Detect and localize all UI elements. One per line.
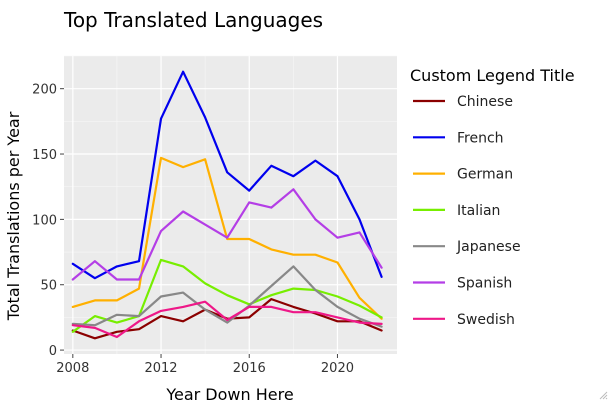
y-tick-label: 50 <box>40 279 57 294</box>
legend-title: Custom Legend Title <box>410 66 575 85</box>
y-tick-label: 0 <box>49 344 57 359</box>
series-line-italian[interactable] <box>71 258 383 333</box>
legend-label: Chinese <box>457 94 513 110</box>
y-axis-title: Total Translations per Year <box>4 111 23 321</box>
series-line-japanese[interactable] <box>71 265 383 328</box>
x-tick-label: 2008 <box>56 361 89 376</box>
x-axis-title: Year Down Here <box>165 385 293 403</box>
legend-item-spanish[interactable]: Spanish <box>413 276 512 292</box>
legend-item-japanese[interactable]: Japanese <box>413 239 521 255</box>
series-line-swedish[interactable] <box>71 300 383 339</box>
series-line-spanish[interactable] <box>71 188 383 281</box>
y-tick-label: 100 <box>32 213 57 228</box>
series-lines <box>71 70 383 340</box>
legend-item-german[interactable]: German <box>413 167 513 183</box>
legend-label: Swedish <box>457 312 515 328</box>
y-tick-label: 200 <box>32 83 57 98</box>
plot-background <box>64 56 397 354</box>
axis-ticks: 0 50 100 150 200 2008 2012 2016 2020 <box>32 83 354 376</box>
legend-label: French <box>457 130 504 146</box>
legend[interactable]: Custom Legend Title Chinese French German I… <box>410 66 575 328</box>
y-tick-label: 150 <box>32 148 57 163</box>
legend-label: Italian <box>457 203 500 219</box>
legend-item-italian[interactable]: Italian <box>413 203 500 219</box>
legend-label: Spanish <box>457 276 512 292</box>
x-tick-label: 2012 <box>144 361 177 376</box>
legend-item-french[interactable]: French <box>413 130 504 146</box>
series-line-french[interactable] <box>71 70 383 280</box>
legend-label: Japanese <box>456 239 521 255</box>
legend-items[interactable]: Chinese French German Italian Japanese Spanis… <box>413 94 521 328</box>
x-tick-label: 2020 <box>321 361 354 376</box>
legend-item-swedish[interactable]: Swedish <box>413 312 515 328</box>
x-tick-label: 2016 <box>233 361 266 376</box>
series-line-german[interactable] <box>71 156 383 320</box>
resize-grip-icon[interactable] <box>598 390 608 400</box>
chart-title: Top Translated Languages <box>63 8 323 32</box>
gridlines <box>64 55 397 354</box>
legend-item-chinese[interactable]: Chinese <box>413 94 513 110</box>
legend-label: German <box>457 167 513 183</box>
